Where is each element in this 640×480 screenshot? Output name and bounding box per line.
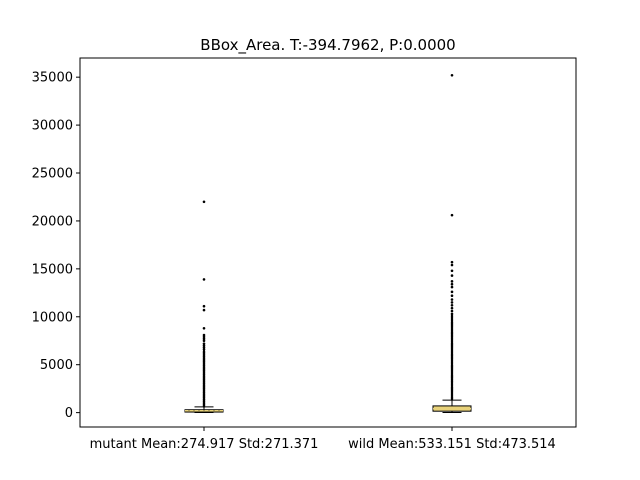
y-tick-label: 0 xyxy=(65,406,73,421)
outlier-point xyxy=(202,342,206,345)
y-tick-label: 35000 xyxy=(32,71,73,86)
x-tick-label: wild Mean:533.151 Std:473.514 xyxy=(348,437,556,452)
outlier-point xyxy=(202,304,206,308)
outlier-point xyxy=(202,200,206,204)
outlier-point xyxy=(450,285,454,289)
outlier-point xyxy=(450,301,454,304)
outlier-point xyxy=(450,260,454,264)
outlier-point xyxy=(450,303,454,307)
outlier-point xyxy=(450,306,454,310)
outlier-point xyxy=(202,326,206,330)
outlier-point xyxy=(450,298,454,301)
outlier-point xyxy=(202,337,206,341)
outlier-point xyxy=(450,309,454,313)
outlier-point xyxy=(202,348,206,351)
outlier-point xyxy=(450,312,454,316)
y-tick-label: 25000 xyxy=(32,167,73,182)
outlier-point xyxy=(202,335,206,339)
outlier-point xyxy=(450,263,454,267)
outlier-point xyxy=(202,308,206,312)
outlier-point xyxy=(202,350,206,353)
x-tick-label: mutant Mean:274.917 Std:271.371 xyxy=(90,437,319,452)
chart-title: BBox_Area. T:-394.7962, P:0.0000 xyxy=(200,36,455,55)
outlier-point xyxy=(450,314,454,318)
y-tick-label: 15000 xyxy=(32,262,73,277)
outlier-point xyxy=(450,73,454,77)
outlier-point xyxy=(450,274,454,277)
plot-frame xyxy=(79,57,577,428)
outlier-point xyxy=(450,294,454,297)
outlier-point xyxy=(450,282,454,286)
outlier-point xyxy=(450,213,454,217)
outlier-point xyxy=(450,280,454,283)
y-tick-label: 30000 xyxy=(32,119,73,134)
y-tick-label: 5000 xyxy=(40,358,73,373)
y-tick-label: 10000 xyxy=(32,310,73,325)
outlier-point xyxy=(202,346,206,349)
outlier-point xyxy=(202,333,206,337)
outlier-point xyxy=(202,344,206,347)
outlier-point xyxy=(450,290,454,294)
outlier-point xyxy=(202,339,206,343)
outlier-point xyxy=(202,278,206,281)
outlier-point xyxy=(450,269,454,273)
y-tick-label: 20000 xyxy=(32,214,73,229)
axes-layer: 0 5000 10000 15000 20000 25000 30000 35000 mutan… xyxy=(32,71,556,452)
